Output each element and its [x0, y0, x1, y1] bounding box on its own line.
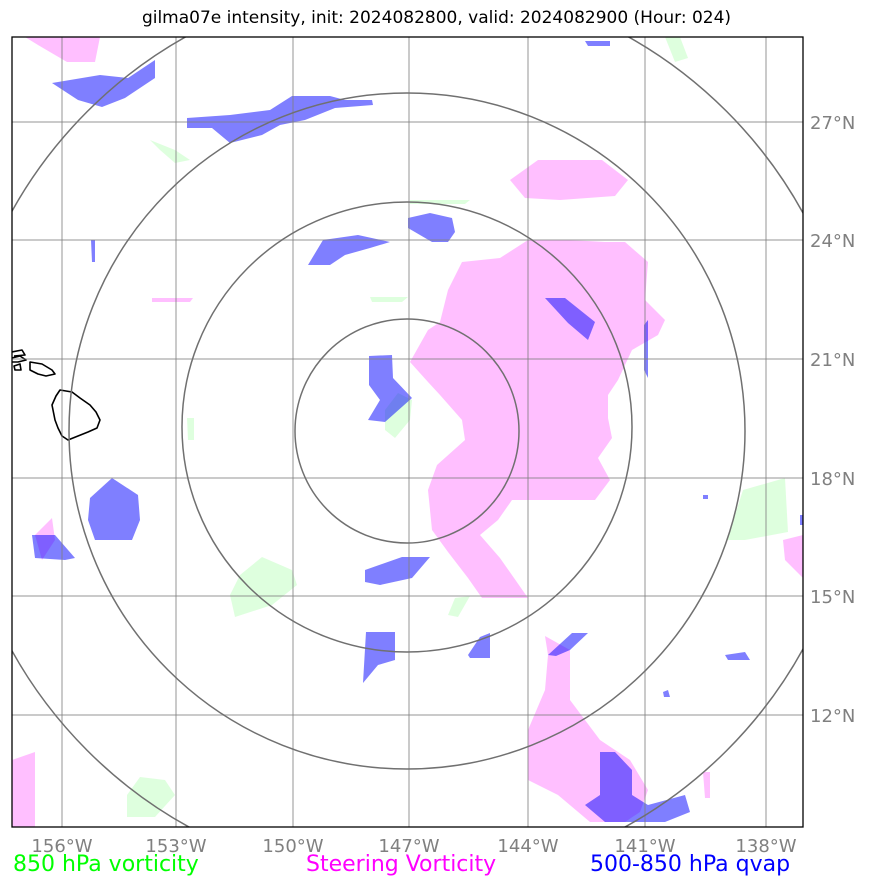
legend-steering-vorticity: Steering Vorticity — [306, 852, 497, 877]
map-plot-area — [12, 37, 803, 827]
steering-vorticity-patch — [783, 535, 803, 578]
lon-tick-label: 153°W — [145, 836, 206, 857]
qvap-patch — [187, 96, 373, 143]
qvap-patch — [408, 213, 455, 242]
steering-vorticity-patch — [410, 240, 665, 598]
vorticity-850-patch — [448, 596, 470, 617]
lon-tick-label: 147°W — [378, 836, 439, 857]
qvap-patch — [32, 535, 75, 560]
lon-tick-label: 138°W — [735, 836, 796, 857]
range-ring — [68, 92, 746, 770]
lat-tick-label: 18°N — [810, 469, 855, 490]
qvap-patch — [663, 690, 670, 697]
steering-vorticity-layer — [12, 37, 803, 827]
qvap-layer — [32, 41, 803, 822]
lat-tick-label: 15°N — [810, 587, 855, 608]
vorticity-850-layer — [127, 37, 788, 817]
qvap-patch — [468, 633, 490, 658]
qvap-patch — [703, 495, 708, 499]
qvap-patch — [548, 633, 588, 656]
vorticity-850-patch — [230, 557, 297, 617]
qvap-patch — [91, 240, 95, 262]
range-ring — [294, 318, 520, 544]
coastline-layer — [12, 349, 101, 441]
lat-tick-label: 12°N — [810, 706, 855, 727]
range-ring — [12, 37, 803, 827]
qvap-patch — [52, 60, 155, 107]
range-ring — [181, 201, 633, 653]
coastline-oahu — [12, 349, 26, 357]
lon-tick-label: 156°W — [31, 836, 92, 857]
vorticity-850-patch — [727, 478, 788, 540]
vorticity-850-patch — [150, 140, 190, 163]
steering-vorticity-patch — [152, 298, 193, 302]
qvap-patch — [800, 515, 803, 525]
lat-tick-labels: 27°N 24°N 21°N 18°N 15°N 12°N — [810, 113, 855, 727]
coastline-lanai — [13, 363, 22, 371]
lat-tick-label: 27°N — [810, 113, 855, 134]
qvap-patch — [368, 355, 412, 422]
legend-850-vorticity: 850 hPa vorticity — [13, 852, 199, 877]
chart-title: gilma07e intensity, init: 2024082800, va… — [141, 8, 732, 28]
qvap-patch — [725, 652, 750, 660]
lon-tick-label: 141°W — [614, 836, 675, 857]
steering-vorticity-patch — [703, 772, 710, 798]
legend-qvap: 500-850 hPa qvap — [590, 852, 791, 877]
plot-frame — [11, 36, 804, 828]
qvap-patch — [545, 298, 595, 340]
vorticity-850-patch — [665, 37, 688, 62]
vorticity-850-patch — [187, 418, 194, 440]
steering-vorticity-patch — [12, 752, 35, 827]
qvap-patch — [365, 557, 430, 585]
range-rings — [12, 37, 803, 827]
coastline-maui — [29, 361, 56, 377]
coastline-big-island — [51, 389, 101, 441]
coastline-molokai — [12, 355, 27, 363]
lat-tick-label: 24°N — [810, 231, 855, 252]
lon-tick-label: 150°W — [262, 836, 323, 857]
graticule — [12, 37, 803, 827]
steering-vorticity-patch — [510, 160, 628, 200]
lat-tick-label: 21°N — [810, 350, 855, 371]
qvap-patch — [88, 478, 140, 540]
qvap-patch — [308, 235, 390, 265]
vorticity-850-patch — [127, 777, 175, 817]
lon-tick-label: 144°W — [497, 836, 558, 857]
qvap-patch — [585, 752, 690, 822]
qvap-patch — [585, 41, 610, 46]
lon-tick-labels: 156°W 153°W 150°W 147°W 144°W 141°W 138°… — [31, 836, 796, 857]
vorticity-850-patch — [370, 297, 408, 302]
qvap-patch — [363, 632, 395, 683]
